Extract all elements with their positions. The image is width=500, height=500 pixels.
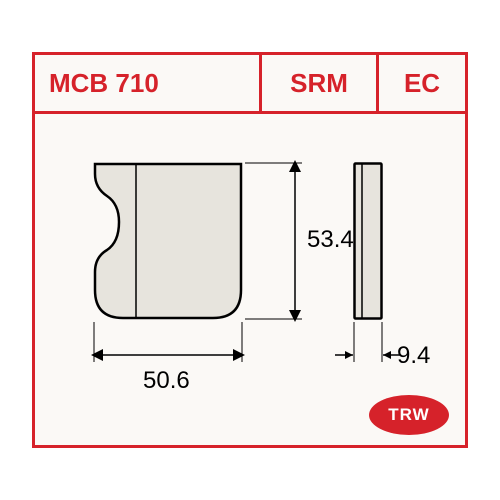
logo-oval: TRW [369,395,449,435]
dim-line-thickness [333,340,405,370]
spec-card: MCB 710 SRM EC [32,52,468,448]
model-code: MCB 710 [35,55,262,111]
logo-text: TRW [388,405,429,425]
dim-line-height [280,162,310,320]
pad-side [353,162,383,320]
dim-width: 50.6 [143,367,190,395]
dim-line-width [93,340,243,370]
variant-ec: EC [379,55,465,111]
brand-logo: TRW [369,395,449,435]
header-row: MCB 710 SRM EC [35,55,465,114]
diagram-area: 53.4 50.6 9.4 TRW [35,114,465,445]
variant-srm: SRM [262,55,379,111]
dim-height: 53.4 [307,226,354,254]
dim-thickness: 9.4 [397,342,430,370]
pad-front [93,162,243,320]
